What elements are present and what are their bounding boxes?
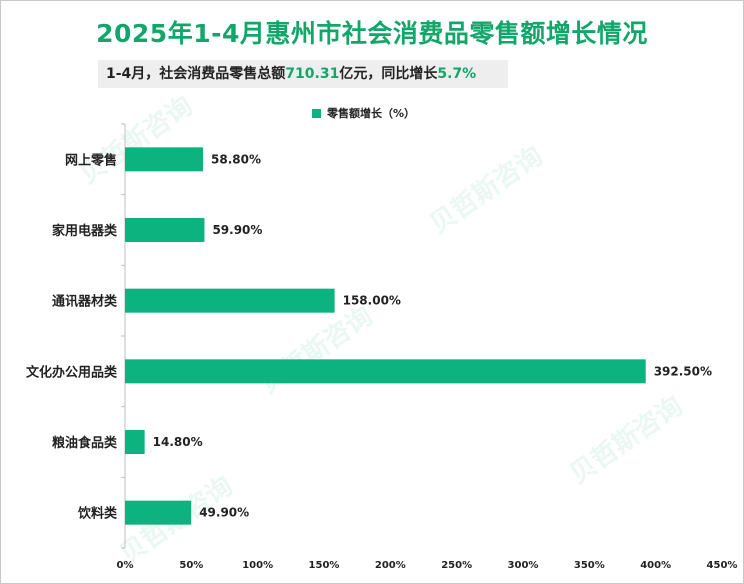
data-label: 59.90% xyxy=(212,223,262,237)
summary-prefix: 1-4月，社会消费品零售总额 xyxy=(106,66,286,82)
x-tick-label: 400% xyxy=(640,560,671,571)
x-tick-label: 50% xyxy=(179,560,203,571)
x-tick-label: 100% xyxy=(242,560,273,571)
bar xyxy=(125,430,145,454)
category-label: 网上零售 xyxy=(65,152,117,168)
summary-total: 710.31 xyxy=(285,66,340,82)
bar xyxy=(125,147,204,172)
summary-banner: 1-4月，社会消费品零售总额710.31亿元，同比增长5.7% xyxy=(98,60,508,88)
bar xyxy=(125,218,205,242)
bar xyxy=(125,500,192,525)
category-label: 饮料类 xyxy=(77,506,118,522)
bar xyxy=(125,288,335,313)
x-tick-label: 0% xyxy=(117,560,134,571)
legend-label: 零售额增长（%） xyxy=(327,107,416,120)
data-label: 49.90% xyxy=(199,506,249,520)
summary-mid: 亿元，同比增长 xyxy=(339,66,438,82)
data-label: 392.50% xyxy=(654,364,712,378)
x-tick-label: 450% xyxy=(707,560,738,571)
x-tick-label: 350% xyxy=(574,560,605,571)
category-label: 文化办公用品类 xyxy=(26,364,118,380)
bar xyxy=(125,359,646,384)
x-tick-label: 300% xyxy=(508,560,539,571)
category-label: 家用电器类 xyxy=(52,223,118,239)
data-label: 58.80% xyxy=(211,152,261,166)
x-tick-label: 250% xyxy=(441,560,472,571)
summary-growth: 5.7% xyxy=(437,66,477,82)
x-tick-label: 150% xyxy=(309,560,340,571)
chart-legend: 零售额增长（%） xyxy=(312,105,415,121)
chart-title: 2025年1-4月惠州市社会消费品零售额增长情况 xyxy=(96,19,648,48)
data-label: 14.80% xyxy=(153,435,203,449)
category-label: 粮油食品类 xyxy=(52,435,118,451)
legend-swatch xyxy=(312,108,321,118)
category-label: 通讯器材类 xyxy=(52,294,118,310)
x-tick-label: 200% xyxy=(375,560,406,571)
data-label: 158.00% xyxy=(343,294,401,308)
